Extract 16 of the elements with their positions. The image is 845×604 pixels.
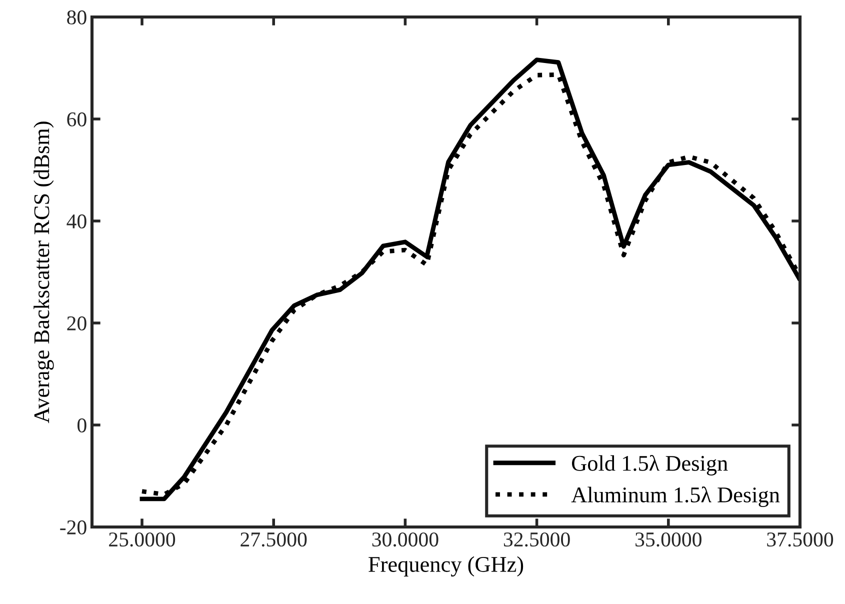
y-tick-label: 0 — [78, 418, 86, 432]
y-tick-label: -20 — [60, 520, 86, 534]
legend-label: Gold 1.5λ Design — [572, 455, 728, 476]
y-axis-title: Average Backscatter RCS (dBsm) — [34, 122, 54, 424]
legend-label: Aluminum 1.5λ Design — [571, 486, 780, 507]
x-axis-title: Frequency (GHz) — [368, 556, 524, 577]
y-tick-label: 60 — [67, 112, 86, 126]
x-tick-label: 37.5000 — [767, 532, 834, 547]
y-tick-label: 20 — [67, 316, 86, 330]
x-tick-label: 35.0000 — [636, 532, 702, 547]
y-tick-label: 40 — [66, 214, 86, 228]
y-tick-label: 80 — [67, 10, 86, 24]
x-tick-label: 25.0000 — [109, 532, 176, 547]
x-tick-label: 32.5000 — [504, 532, 570, 547]
x-tick-label: 30.0000 — [372, 532, 438, 547]
x-tick-label: 27.5000 — [240, 532, 307, 547]
